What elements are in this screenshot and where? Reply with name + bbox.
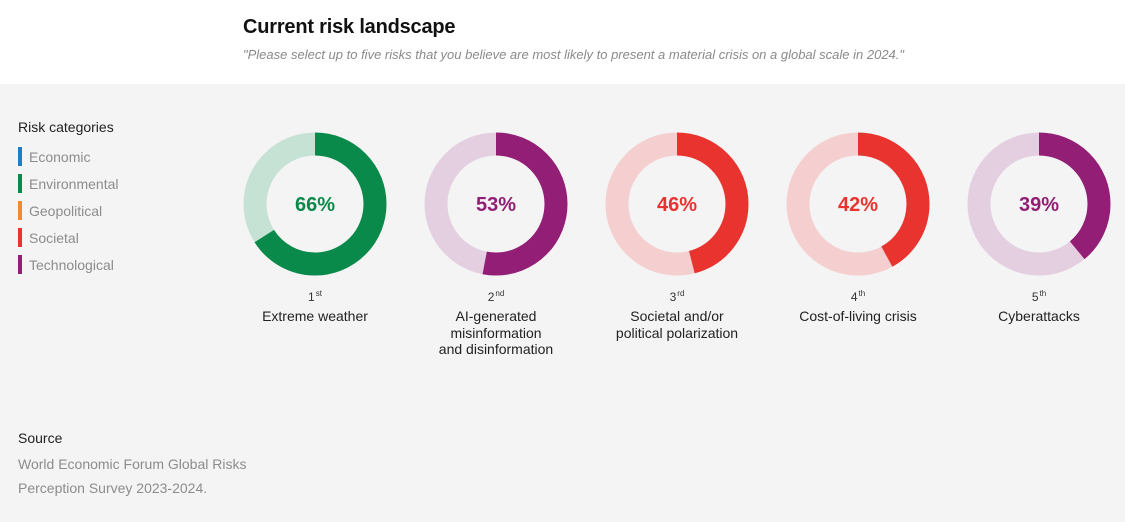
legend-swatch <box>18 147 22 166</box>
legend-label: Economic <box>29 148 91 165</box>
donut-chart-1: 66% 1st Extreme weather <box>225 131 405 325</box>
page-subtitle: "Please select up to five risks that you… <box>243 47 905 62</box>
donut-value-label: 39% <box>1019 194 1059 216</box>
risk-label: Cyberattacks <box>949 308 1125 325</box>
legend-swatch <box>18 228 22 247</box>
legend-label: Societal <box>29 229 79 246</box>
legend-items: Economic Environmental Geopolitical Societa… <box>18 143 119 278</box>
rank-label: 1st <box>308 289 322 304</box>
rank-label: 5th <box>1031 289 1047 304</box>
legend-item-economic: Economic <box>18 143 119 170</box>
donut-charts: 66% 1st Extreme weather 53% 2nd AI-generated m… <box>0 84 1125 384</box>
legend-title: Risk categories <box>18 119 114 135</box>
source: Source World Economic Forum Global Risks… <box>18 430 288 500</box>
risk-label: Cost-of-living crisis <box>768 308 948 325</box>
source-title: Source <box>18 430 63 446</box>
page-title: Current risk landscape <box>243 16 456 38</box>
risk-label-line: Cost-of-living crisis <box>799 308 917 324</box>
rank-label: 4th <box>850 289 866 304</box>
donut-value-label: 66% <box>295 194 335 216</box>
risk-label-line: Extreme weather <box>262 308 368 324</box>
risk-label-line: political polarization <box>615 324 739 341</box>
donut-slice <box>605 132 749 276</box>
donut-svg: 46% <box>605 132 749 276</box>
donut-chart-5: 39% 5th Cyberattacks <box>949 131 1125 325</box>
legend-item-societal: Societal <box>18 224 119 251</box>
risk-label: Societal and/or political polarization <box>587 308 767 341</box>
legend-label: Geopolitical <box>29 202 103 219</box>
legend-label: Environmental <box>29 175 119 192</box>
rank-label: 3rd <box>669 289 685 304</box>
legend: Risk categories Economic Environmental Geo… <box>18 119 119 278</box>
donut-slice <box>243 132 387 276</box>
donut-svg: 53% <box>424 132 568 276</box>
risk-label: Extreme weather <box>225 308 405 325</box>
header: Current risk landscape "Please select up… <box>0 0 1125 84</box>
donut-slice <box>967 132 1111 276</box>
legend-swatch <box>18 174 22 193</box>
rank-label: 2nd <box>487 289 505 304</box>
donut-value-label: 53% <box>476 194 516 216</box>
donut-value-label: 46% <box>657 194 697 216</box>
donut-slice <box>424 132 568 276</box>
legend-item-technological: Technological <box>18 251 119 278</box>
donut-chart-2: 53% 2nd AI-generated misinformation and disi… <box>406 131 586 358</box>
donut-slice <box>786 132 930 276</box>
donut-value-label: 42% <box>838 194 878 216</box>
risk-label-line: Societal and/or <box>630 308 724 324</box>
donut-svg: 39% <box>967 132 1111 276</box>
legend-swatch <box>18 255 22 274</box>
chart-panel: Risk categories Economic Environmental Geo… <box>0 84 1125 522</box>
legend-label: Technological <box>29 256 114 273</box>
source-text: World Economic Forum Global Risks Percep… <box>18 456 247 496</box>
risk-label-line: Cyberattacks <box>998 308 1080 324</box>
risk-label-line: and disinformation <box>438 341 554 357</box>
donut-svg: 42% <box>786 132 930 276</box>
risk-label: AI-generated misinformation and disinforma… <box>406 308 586 358</box>
legend-item-environmental: Environmental <box>18 170 119 197</box>
risk-label-line: misinformation <box>450 324 542 341</box>
donut-chart-3: 46% 3rd Societal and/or political polarizat… <box>587 131 767 341</box>
risk-label-line: AI-generated <box>455 308 537 324</box>
legend-item-geopolitical: Geopolitical <box>18 197 119 224</box>
donut-chart-4: 42% 4th Cost-of-living crisis <box>768 131 948 325</box>
legend-swatch <box>18 201 22 220</box>
donut-svg: 66% <box>243 132 387 276</box>
